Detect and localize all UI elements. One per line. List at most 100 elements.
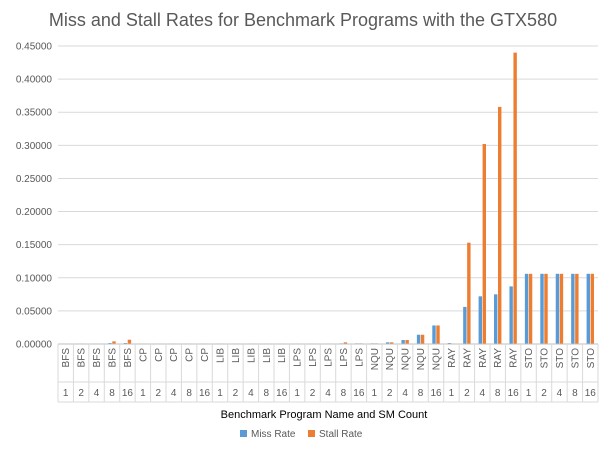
category-sm-label: 4: [248, 388, 254, 399]
category-program-label: CP: [185, 348, 196, 362]
miss-rate-bar: [494, 294, 498, 344]
category-program-label: LPS: [293, 348, 304, 367]
category-program-label: NQU: [401, 348, 412, 370]
category-sm-label: 16: [430, 388, 442, 399]
y-tick-label: 0.30000: [16, 141, 53, 152]
category-sm-label: 1: [63, 388, 69, 399]
category-program-label: RAY: [462, 348, 473, 368]
miss-rate-bar: [386, 342, 390, 344]
category-program-label: LIB: [277, 348, 288, 363]
miss-rate-bar: [555, 273, 560, 344]
category-program-label: NQU: [416, 348, 427, 370]
category-sm-label: 2: [233, 388, 239, 399]
legend-swatch: [240, 430, 247, 437]
x-axis: BFS 1 BFS 2 BFS 4 BFS 8 BFS 16 CP 1 CP 2 CP 4 CP 8 CP 16 LIB…: [57, 343, 599, 403]
y-tick-label: 0.20000: [16, 207, 53, 218]
y-tick-label: 0.35000: [16, 108, 53, 119]
category-program-label: LPS: [324, 348, 335, 367]
stall-rate-bar: [127, 339, 132, 344]
category-sm-label: 4: [557, 388, 563, 399]
category-program-label: NQU: [385, 348, 396, 370]
y-tick-label: 0.25000: [16, 174, 53, 185]
stall-rate-bar: [528, 273, 533, 344]
category-sm-label: 2: [78, 388, 84, 399]
category-program-label: STO: [570, 348, 581, 369]
category-sm-label: 1: [449, 388, 455, 399]
category-program-label: CP: [169, 348, 180, 362]
stall-rate-bar: [405, 340, 409, 344]
stall-rate-bar: [513, 52, 517, 344]
y-tick-label: 0.40000: [16, 75, 53, 86]
category-program-label: LPS: [308, 348, 319, 367]
stall-rate-bar: [390, 342, 394, 344]
category-sm-label: 1: [372, 388, 378, 399]
category-sm-label: 8: [572, 388, 578, 399]
category-program-label: STO: [555, 348, 566, 369]
category-program-label: BFS: [92, 348, 103, 368]
miss-rate-bar: [571, 273, 575, 344]
category-sm-label: 4: [402, 388, 408, 399]
y-tick-label: 0.05000: [16, 306, 53, 317]
y-tick-label: 0.45000: [16, 42, 53, 53]
category-program-label: LPS: [354, 348, 365, 367]
category-sm-label: 8: [495, 388, 501, 399]
category-program-label: STO: [586, 348, 597, 369]
category-program-label: NQU: [370, 348, 381, 370]
category-sm-label: 2: [387, 388, 393, 399]
category-program-label: LIB: [246, 348, 257, 363]
category-sm-label: 4: [480, 388, 486, 399]
category-sm-label: 2: [541, 388, 547, 399]
miss-rate-bar: [509, 286, 513, 344]
stall-rate-bar: [420, 334, 425, 344]
category-sm-label: 16: [508, 388, 520, 399]
category-sm-label: 4: [94, 388, 100, 399]
stall-rate-bar: [559, 273, 564, 344]
category-sm-label: 2: [156, 388, 162, 399]
category-sm-label: 8: [264, 388, 270, 399]
category-sm-label: 8: [186, 388, 192, 399]
miss-rate-bar: [524, 273, 529, 344]
category-program-label: BFS: [77, 348, 88, 368]
category-program-label: STO: [524, 348, 535, 369]
category-sm-label: 16: [199, 388, 211, 399]
stall-rate-bar: [498, 106, 502, 345]
category-program-label: CP: [154, 348, 165, 362]
category-sm-label: 4: [171, 388, 177, 399]
category-program-label: NQU: [432, 348, 443, 370]
miss-rate-bar: [463, 306, 467, 344]
category-sm-label: 16: [122, 388, 134, 399]
category-sm-label: 4: [325, 388, 331, 399]
category-program-label: LIB: [231, 348, 242, 363]
stall-rate-bar: [544, 273, 548, 344]
category-program-label: BFS: [123, 348, 134, 368]
category-program-label: LPS: [339, 348, 350, 367]
category-program-label: LIB: [262, 348, 273, 363]
x-axis-title: Benchmark Program Name and SM Count: [221, 409, 428, 421]
stall-rate-bar: [590, 273, 594, 344]
category-program-label: BFS: [108, 348, 119, 368]
legend-swatch: [308, 430, 315, 437]
category-program-label: STO: [540, 348, 551, 369]
category-program-label: RAY: [447, 348, 458, 368]
y-tick-label: 0.15000: [16, 240, 53, 251]
category-program-label: RAY: [509, 348, 520, 368]
category-sm-label: 8: [109, 388, 115, 399]
category-sm-label: 1: [217, 388, 223, 399]
category-sm-label: 2: [310, 388, 316, 399]
legend-label: Stall Rate: [319, 429, 363, 440]
stall-rate-bar: [436, 325, 440, 344]
category-sm-label: 8: [418, 388, 424, 399]
chart-title: Miss and Stall Rates for Benchmark Progr…: [49, 10, 557, 30]
stall-rate-bar: [467, 242, 471, 344]
miss-rate-bar: [540, 273, 544, 344]
category-sm-label: 1: [140, 388, 146, 399]
category-sm-label: 8: [341, 388, 347, 399]
legend: Miss Rate Stall Rate: [240, 429, 363, 440]
category-sm-label: 1: [294, 388, 300, 399]
category-sm-label: 1: [526, 388, 532, 399]
category-program-label: CP: [138, 348, 149, 362]
miss-rate-bar: [478, 296, 482, 344]
category-sm-label: 16: [585, 388, 597, 399]
